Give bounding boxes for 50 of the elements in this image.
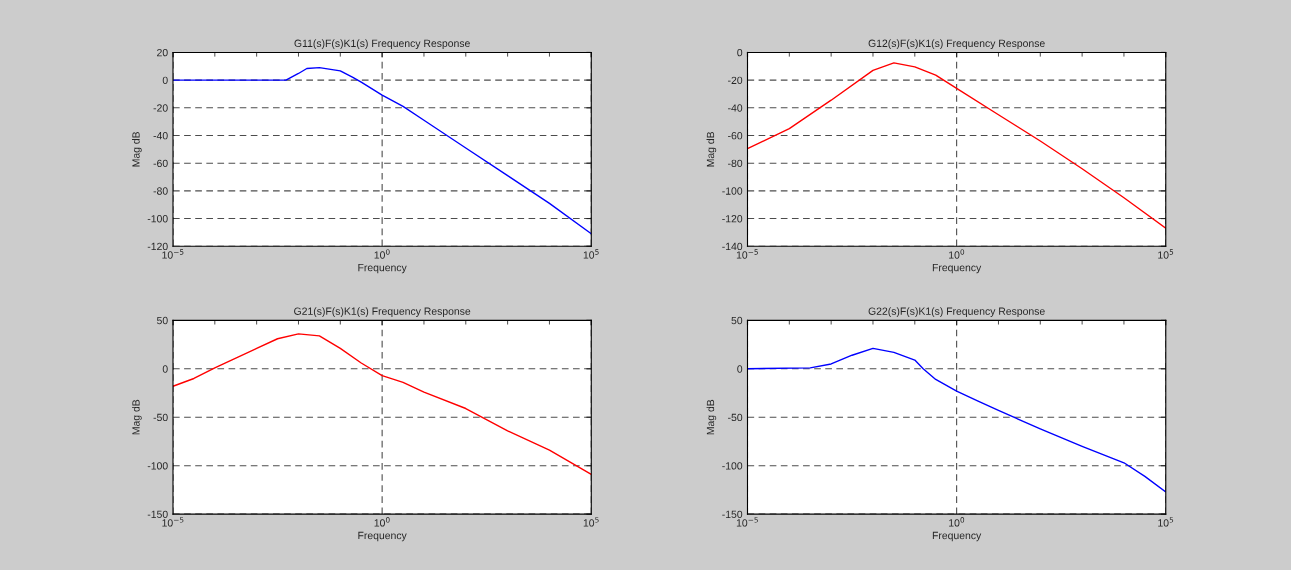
y-axis-title: Mag dB xyxy=(706,399,717,435)
y-tick-label: -50 xyxy=(153,413,168,422)
y-axis-title: Mag dB xyxy=(132,399,142,435)
x-tick-label: 10$^{5}$ xyxy=(583,249,599,259)
y-tick-label: 50 xyxy=(156,316,168,325)
x-tick-label: 10$^{−5}$ xyxy=(162,249,184,259)
y-tick-label: -80 xyxy=(728,159,743,168)
y-axis-title: Mag dB xyxy=(706,131,717,167)
x-tick-label: 10$^{5}$ xyxy=(1158,249,1174,259)
x-tick-label: 10$^{0}$ xyxy=(949,249,965,259)
y-tick-label: -120 xyxy=(147,242,168,251)
y-tick-label: -20 xyxy=(728,76,743,84)
x-tick-label: 10$^{0}$ xyxy=(374,249,390,259)
y-tick-label: -100 xyxy=(722,462,743,470)
y-tick-label: -40 xyxy=(728,104,743,112)
y-tick-label: -40 xyxy=(153,132,168,140)
y-tick-label: 50 xyxy=(731,316,743,325)
y-tick-label: -150 xyxy=(147,510,168,519)
y-tick-label: -100 xyxy=(722,187,743,195)
y-tick-label: -100 xyxy=(147,215,168,223)
x-tick-label: 10$^{5}$ xyxy=(1158,517,1174,527)
x-tick-label: 10$^{0}$ xyxy=(949,517,965,527)
x-tick-label: 10$^{−5}$ xyxy=(736,249,758,259)
x-axis-title: Frequency xyxy=(358,531,407,542)
y-tick-label: -150 xyxy=(722,510,743,519)
chart-title: G21(s)F(s)K1(s) Frequency Response xyxy=(294,307,471,317)
chart-title: G11(s)F(s)K1(s) Frequency Response xyxy=(294,39,470,50)
x-tick-label: 10$^{5}$ xyxy=(583,517,599,527)
x-tick-label: 10$^{0}$ xyxy=(374,517,390,527)
y-tick-label: 20 xyxy=(157,48,168,57)
y-tick-label: 0 xyxy=(162,76,168,84)
y-tick-label: -80 xyxy=(153,187,168,195)
y-tick-label: -140 xyxy=(722,242,743,251)
x-axis-title: Frequency xyxy=(932,263,982,274)
x-tick-label: 10$^{−5}$ xyxy=(736,517,758,527)
y-tick-label: -60 xyxy=(153,159,168,168)
y-tick-label: 0 xyxy=(737,48,743,57)
x-axis-title: Frequency xyxy=(932,531,982,542)
chart-title: G12(s)F(s)K1(s) Frequency Response xyxy=(868,39,1045,50)
y-tick-label: 0 xyxy=(737,365,743,373)
y-tick-label: -100 xyxy=(147,462,168,470)
y-tick-label: -60 xyxy=(728,132,743,140)
y-tick-label: -50 xyxy=(728,413,743,422)
y-tick-label: -20 xyxy=(153,104,168,112)
x-axis-title: Frequency xyxy=(358,263,407,274)
y-axis-title: Mag dB xyxy=(132,131,142,167)
y-tick-label: 0 xyxy=(162,365,168,373)
x-tick-label: 10$^{−5}$ xyxy=(162,517,184,527)
y-tick-label: -120 xyxy=(722,215,743,223)
chart-title: G22(s)F(s)K1(s) Frequency Response xyxy=(868,307,1045,317)
